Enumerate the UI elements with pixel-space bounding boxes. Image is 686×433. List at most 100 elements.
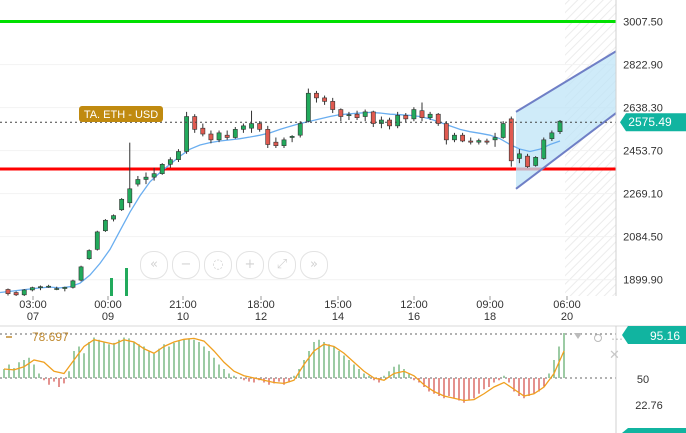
candle [46,284,51,288]
price-tick-label: 2638.30 [623,103,663,115]
price-tick-label: 1899.90 [623,275,663,287]
time-tick-label: 09:00 [476,299,504,311]
candle [435,113,441,126]
candle-body [241,125,246,130]
candle [500,121,506,139]
panel-settings-icon[interactable] [594,334,602,342]
candle [460,132,465,143]
oscillator-second-badge [622,428,686,433]
oscillator-tick-50: 50 [637,374,649,386]
symbol-label-badge[interactable]: TA. ETH - USD [79,106,163,122]
candle [62,286,68,292]
candle-body [330,101,336,110]
oscillator-tick-low: 22.76 [635,400,663,412]
candle-body [151,173,157,178]
auto-scale-icon[interactable]: ⤢ [268,251,296,279]
candle-body [289,136,295,138]
candle [70,279,76,289]
candlestick-series[interactable] [5,88,563,296]
candle-body [443,123,449,141]
candle [314,90,319,103]
scroll-right-icon[interactable]: » [300,251,328,279]
candle [103,219,108,232]
candle-body [354,113,360,119]
candle [403,113,409,123]
volume-bar [110,278,113,296]
candle [151,167,157,181]
candle [517,149,522,164]
candle [395,111,401,129]
channel-lower-line [515,112,617,190]
candle [13,291,19,296]
date-tick-label: 18 [484,311,496,323]
candle-body [46,285,51,288]
volume-bars [110,268,128,296]
zoom-in-icon[interactable]: + [236,251,264,279]
reset-view-icon[interactable]: ◌ [204,251,232,279]
scroll-left-icon[interactable]: « [140,251,168,279]
candle-body [314,92,319,99]
date-tick-label: 09 [102,311,114,323]
moving-average-line [0,111,561,294]
candle [387,117,392,130]
oscillator-value-label: 78.697 [32,330,69,344]
price-tick-label: 2822.90 [623,60,663,72]
zoom-out-icon[interactable]: − [172,251,200,279]
candle [427,111,433,121]
candle [492,132,498,147]
candle [541,137,547,160]
candle-body [452,134,457,141]
last-price-badge: 2575.49 [620,113,686,132]
candle-body [557,120,563,132]
candle [468,137,474,145]
candle [508,116,514,167]
date-tick-label: 14 [332,311,344,323]
candle-body [297,123,303,136]
candle [5,288,11,296]
candle-body [184,116,189,152]
horizontal-levels[interactable] [0,20,616,171]
candle-body [435,113,441,124]
candle [452,132,457,143]
candle-body [135,179,141,185]
candle-body [549,132,555,139]
candle [443,121,449,145]
panel-close-icon[interactable]: ✕ [609,348,620,363]
candle-body [484,140,490,143]
candle [265,125,271,148]
panel-control-arrows[interactable] [574,333,582,339]
time-tick-label: 15:00 [324,299,352,311]
candle-body [86,250,92,260]
candle-body [460,134,465,142]
candle-body [395,115,401,127]
candle-body [468,140,474,143]
candle [297,121,303,138]
candle-body [500,123,506,138]
time-tick-label: 03:00 [19,299,47,311]
time-tick-label: 21:00 [169,299,197,311]
candle [362,109,368,122]
candle-body [281,139,287,146]
drawing-toolbar: « − ◌ + ⤢ » [140,251,328,279]
candle [354,110,360,121]
candle [273,137,279,148]
oscillator-histogram [3,333,565,403]
panel-menu-icon[interactable]: ⋯ [611,332,623,346]
candle [29,286,35,292]
candle-body [119,198,125,211]
last-price-value: 2575.49 [628,115,672,129]
candle [232,127,238,139]
candle [86,249,92,260]
candle-body [508,118,514,162]
candle-body [387,119,392,127]
candle-body [370,111,376,124]
candle [78,265,84,282]
candle-body [273,141,279,146]
trend-channel[interactable] [515,50,617,190]
candle-body [346,114,352,116]
date-tick-label: 12 [255,311,267,323]
candle-body [200,127,206,135]
ma-polyline [0,111,561,294]
candle-body [70,280,76,288]
